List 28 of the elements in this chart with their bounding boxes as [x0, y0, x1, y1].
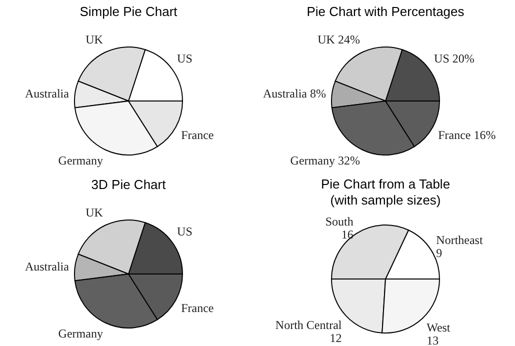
data-label: 12 — [330, 331, 342, 346]
slice-label: Germany 32% — [290, 153, 360, 168]
slice-label: Northeast — [436, 232, 484, 247]
data-label: 13 — [426, 334, 439, 346]
data-label: 16 — [341, 227, 354, 242]
slice-label: France — [181, 300, 214, 315]
slice-label: UK 24% — [318, 32, 360, 47]
chart-title: Simple Pie Chart — [80, 4, 178, 19]
slice-label: Germany — [58, 326, 103, 340]
slice-label: US — [177, 224, 192, 239]
slice-label: France — [181, 128, 214, 142]
slice-label: UK — [86, 32, 104, 47]
slice-label: Australia — [24, 259, 70, 274]
data-label: 9 — [436, 246, 442, 260]
chart-title: Pie Chart with Percentages — [306, 4, 465, 19]
slice-label: Australia 8% — [262, 86, 326, 100]
chart-subtitle: (with sample sizes) — [330, 192, 441, 208]
chart-title: Pie Chart from a Table — [320, 176, 450, 192]
slice-label: West — [426, 320, 451, 335]
slice-label: Germany — [58, 153, 103, 168]
slice-label: Australia — [24, 86, 70, 100]
slice-label: North Central — [275, 318, 342, 332]
chart-title: 3D Pie Chart — [91, 177, 166, 192]
slice-label: UK — [86, 206, 104, 220]
slice-label: France 16% — [438, 128, 496, 142]
slice-label: South — [325, 214, 354, 228]
slice-label: US — [177, 52, 192, 66]
slice-label: US 20% — [434, 52, 474, 66]
